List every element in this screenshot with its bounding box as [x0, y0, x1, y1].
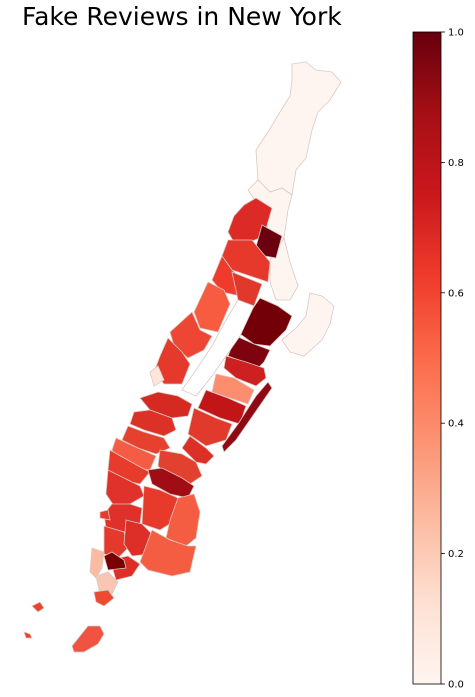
- region-roosevelt-island: [221, 381, 273, 453]
- region-hells-kitchen: [149, 365, 165, 387]
- colorbar: 0.0 0.2 0.4 0.6 0.8 1.0: [412, 28, 464, 691]
- region-financial-district: [103, 551, 127, 571]
- region-gramercy: [147, 467, 195, 499]
- region-battery: [93, 589, 115, 607]
- region-lincoln-square: [153, 337, 191, 385]
- region-two-bridges: [139, 529, 197, 577]
- colorbar-ticks: 0.0 0.2 0.4 0.6 0.8 1.0: [441, 28, 464, 691]
- region-inwood: [255, 61, 342, 196]
- colorbar-tick-label: 0.4: [448, 419, 464, 430]
- region-randalls-island: [281, 292, 335, 357]
- colorbar-tick-label: 0.0: [448, 680, 464, 691]
- colorbar-tick-label: 0.8: [448, 158, 464, 169]
- colorbar-tick-label: 0.2: [448, 549, 464, 560]
- map-title: Fake Reviews in New York: [22, 2, 342, 31]
- region-sutton: [181, 435, 215, 465]
- region-governors-island: [71, 625, 105, 653]
- region-battery-park-city: [89, 547, 105, 579]
- region-central-harlem: [253, 224, 283, 259]
- region-lower-east-side: [165, 493, 201, 547]
- region-west-village: [105, 469, 145, 507]
- central-park-gap: [181, 299, 255, 397]
- region-liberty-island: [31, 601, 45, 613]
- region-clinton: [129, 409, 177, 437]
- colorbar-tick-label: 1.0: [448, 28, 464, 39]
- region-uws-60s: [169, 311, 213, 359]
- region-soho: [99, 509, 111, 521]
- colorbar-tick-label: 0.6: [448, 288, 464, 299]
- region-ues-84: [223, 355, 267, 387]
- region-ellis-island: [23, 631, 33, 639]
- region-uws-70s: [193, 281, 231, 333]
- region-midtown-east: [187, 407, 233, 447]
- colorbar-fill: [412, 31, 442, 685]
- region-tribeca: [103, 525, 129, 559]
- manhattan-map: [23, 61, 342, 653]
